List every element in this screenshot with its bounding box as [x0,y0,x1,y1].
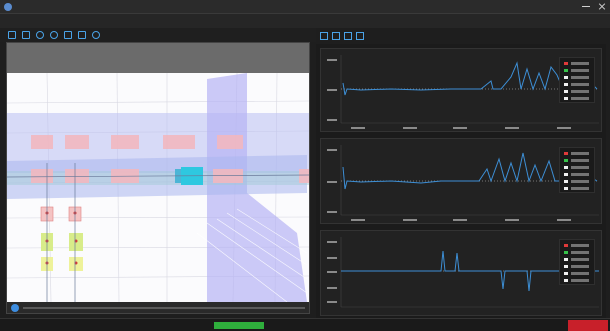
minimize-button[interactable] [578,0,594,14]
remove-plot-icon[interactable] [332,32,340,40]
close-button[interactable] [594,0,610,14]
plots-pane [316,44,606,318]
layers-icon[interactable] [78,31,86,39]
legend-item [564,62,590,65]
legend-item [564,152,590,155]
fit-icon[interactable] [64,31,72,39]
zoom-in-icon[interactable] [36,31,44,39]
title-bar [0,0,610,14]
app-icon [4,3,12,11]
menu-bar [0,14,610,28]
legend-item [564,166,590,169]
play-button[interactable] [11,304,19,312]
plot-1-legend [559,57,595,103]
legend-item [564,251,590,254]
legend-item [564,159,590,162]
record-button[interactable] [568,320,608,331]
settings-icon[interactable] [92,31,100,39]
add-plot-icon[interactable] [320,32,328,40]
legend-item [564,180,590,183]
scene-canvas[interactable] [7,43,309,302]
legend-item [564,173,590,176]
toolbar [0,28,316,42]
timeline-slider[interactable] [23,307,305,309]
info-overlay [7,43,309,73]
legend-item [564,244,590,247]
plot-3-legend [559,239,595,285]
legend-item [564,279,590,282]
playback-bar [7,302,309,313]
zoom-out-icon[interactable] [50,31,58,39]
legend-item [564,258,590,261]
legend-item [564,90,590,93]
plot-panel-2[interactable] [320,138,602,224]
plot-panel-3[interactable] [320,230,602,316]
export-icon[interactable] [356,32,364,40]
save-icon[interactable] [22,31,30,39]
status-ok-indicator [214,322,264,329]
plots-header [316,28,610,44]
plot-panel-1[interactable] [320,48,602,132]
plot-3 [327,237,599,308]
legend-item [564,69,590,72]
open-icon[interactable] [8,31,16,39]
legend-item [564,265,590,268]
legend-item [564,187,590,190]
legend-item [564,76,590,79]
scene-viewer[interactable] [6,42,310,314]
legend-item [564,83,590,86]
legend-item [564,97,590,100]
legend-item [564,272,590,275]
plot-2-legend [559,147,595,193]
link-axes-icon[interactable] [344,32,352,40]
status-bar [0,318,610,331]
